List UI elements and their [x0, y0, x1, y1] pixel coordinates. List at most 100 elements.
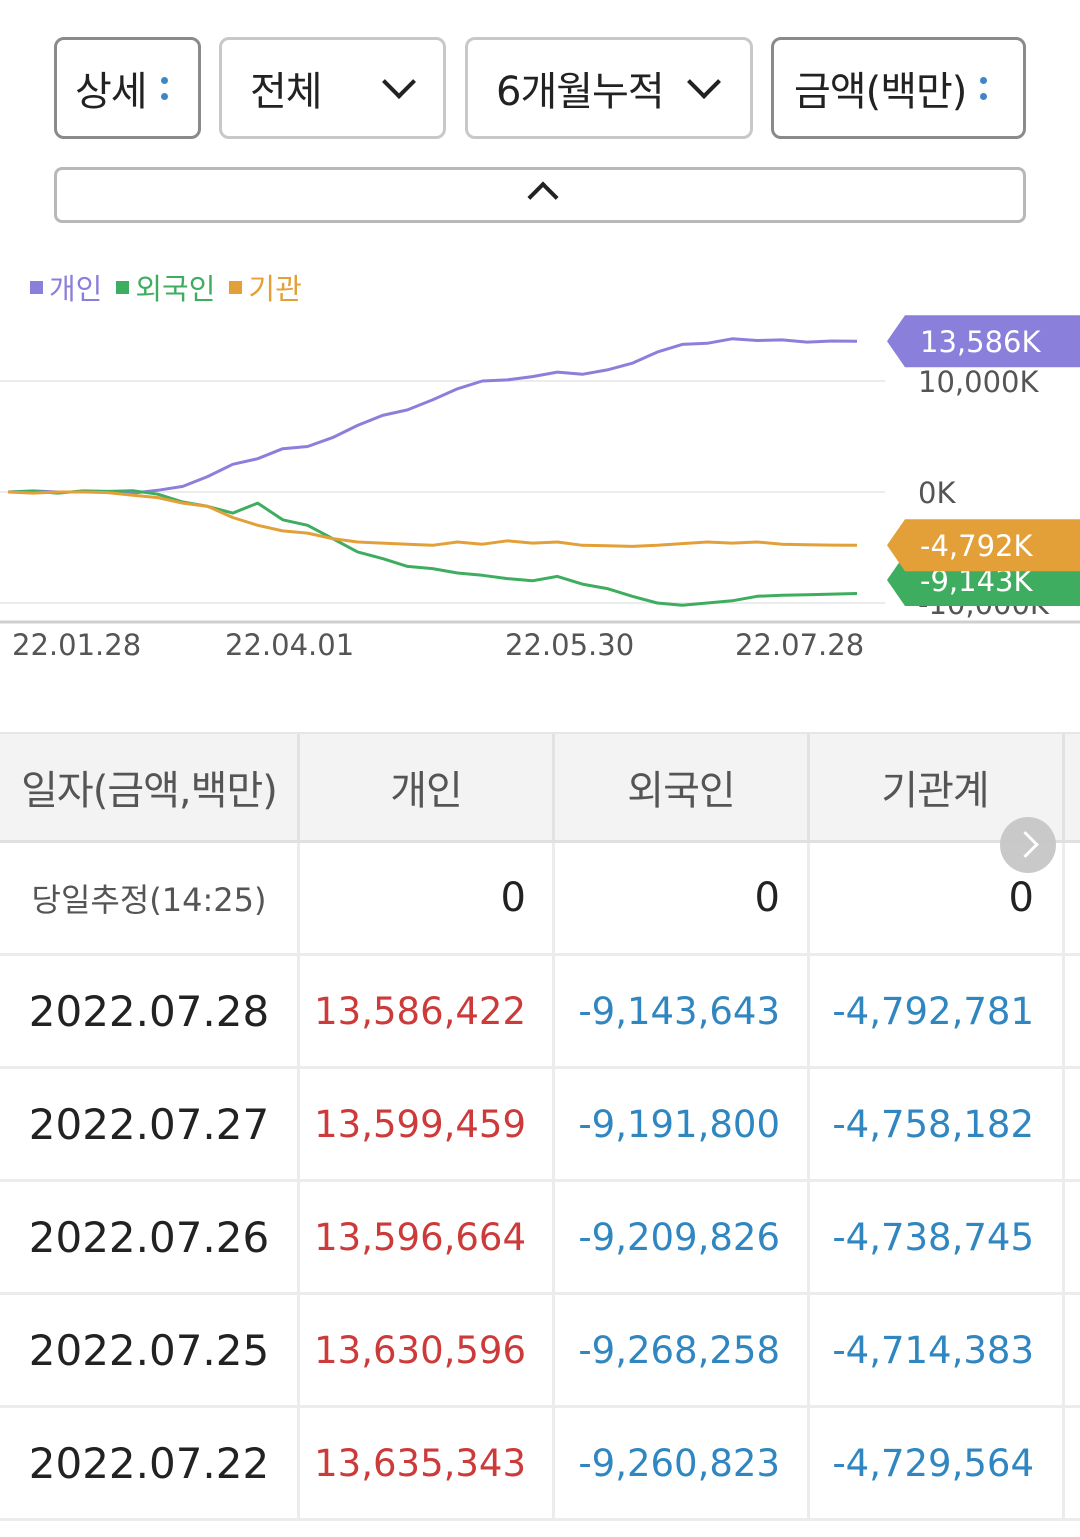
divider [552, 1182, 555, 1292]
end-value-tag: 13,586K [887, 315, 1080, 368]
header-institution: 기관계 [881, 768, 989, 814]
divider [297, 956, 300, 1066]
table-row[interactable]: 2022.07.27 13,599,459 -9,191,800 -4,758,… [0, 1069, 1080, 1182]
row-foreign: -9,268,258 [578, 1328, 780, 1372]
row-individual: 13,630,596 [314, 1328, 526, 1372]
divider [807, 843, 810, 953]
estimate-institution: 0 [1008, 875, 1034, 921]
row-institution: -4,714,383 [832, 1328, 1034, 1372]
row-date: 2022.07.28 [28, 986, 270, 1036]
detail-select-label: 상세 [75, 69, 148, 115]
estimate-individual: 0 [500, 875, 526, 921]
legend-swatch [229, 280, 243, 294]
legend-swatch [116, 280, 130, 294]
end-value-label: -4,792K [920, 529, 1033, 563]
row-institution: -4,729,564 [832, 1441, 1034, 1485]
legend-item-institution: 기관 [229, 266, 302, 308]
chart-series [7, 337, 858, 607]
divider [1062, 843, 1065, 953]
scroll-right-button[interactable] [1000, 817, 1056, 873]
table-header-row: 일자(금액,백만) 개인 외국인 기관계 [0, 732, 1080, 843]
y-tick-label: 0K [918, 476, 956, 510]
series-line [7, 337, 858, 495]
more-dots-icon [980, 76, 988, 100]
row-foreign: -9,191,800 [578, 1102, 780, 1146]
divider [807, 1408, 810, 1518]
row-date: 2022.07.25 [28, 1325, 270, 1375]
chevron-down-icon [382, 65, 416, 99]
row-individual: 13,596,664 [314, 1215, 526, 1259]
divider [1062, 1069, 1065, 1179]
row-institution: -4,738,745 [832, 1215, 1034, 1259]
chart-end-labels: 13,586K-9,143K-4,792K [887, 315, 1080, 606]
scope-select-label: 전체 [250, 69, 323, 115]
divider [1062, 956, 1065, 1066]
period-select-label: 6개월누적 [496, 69, 665, 115]
row-foreign: -9,143,643 [578, 989, 780, 1033]
collapse-toggle-button[interactable] [54, 167, 1026, 223]
legend-item-foreign: 외국인 [116, 266, 215, 308]
divider [807, 1069, 810, 1179]
divider [552, 843, 555, 953]
filter-bar: 상세 전체 6개월누적 금액(백만) [54, 37, 1026, 139]
header-date: 일자(금액,백만) [21, 768, 278, 814]
divider [807, 1295, 810, 1405]
row-date: 2022.07.27 [28, 1099, 270, 1149]
unit-select[interactable]: 금액(백만) [771, 37, 1026, 139]
table-row[interactable]: 2022.07.26 13,596,664 -9,209,826 -4,738,… [0, 1182, 1080, 1295]
row-foreign: -9,260,823 [578, 1441, 780, 1485]
header-individual: 개인 [390, 768, 463, 814]
divider [1062, 1408, 1065, 1518]
estimate-foreign: 0 [754, 875, 780, 921]
table-row[interactable]: 2022.07.25 13,630,596 -9,268,258 -4,714,… [0, 1295, 1080, 1408]
divider [297, 1295, 300, 1405]
legend-item-individual: 개인 [30, 266, 102, 308]
more-dots-icon [160, 76, 168, 100]
row-institution: -4,792,781 [832, 989, 1034, 1033]
divider [552, 1069, 555, 1179]
row-date: 2022.07.22 [28, 1438, 270, 1488]
divider [297, 843, 300, 953]
chart-legend: 개인 외국인 기관 [30, 266, 302, 308]
divider [552, 956, 555, 1066]
table-row-estimate: 당일추정(14:25) 0 0 0 [0, 843, 1080, 956]
scope-select[interactable]: 전체 [219, 37, 446, 139]
detail-select[interactable]: 상세 [54, 37, 201, 139]
divider [297, 1408, 300, 1518]
estimate-label: 당일추정(14:25) [31, 881, 267, 919]
period-select[interactable]: 6개월누적 [465, 37, 753, 139]
end-value-label: 13,586K [920, 325, 1041, 359]
divider [807, 956, 810, 1066]
row-individual: 13,635,343 [314, 1441, 526, 1485]
y-tick-label: 10,000K [918, 365, 1039, 399]
divider [1062, 1295, 1065, 1405]
legend-label: 개인 [49, 272, 103, 306]
divider [297, 1182, 300, 1292]
row-individual: 13,599,459 [314, 1102, 526, 1146]
chevron-up-icon [527, 181, 559, 213]
table-row[interactable]: 2022.07.22 13,635,343 -9,260,823 -4,729,… [0, 1408, 1080, 1521]
x-tick-label: 22.04.01 [225, 628, 355, 662]
x-tick-label: 22.01.28 [12, 628, 142, 662]
row-institution: -4,758,182 [832, 1102, 1034, 1146]
divider [807, 734, 810, 840]
table-row[interactable]: 2022.07.28 13,586,422 -9,143,643 -4,792,… [0, 956, 1080, 1069]
x-tick-label: 22.05.30 [505, 628, 635, 662]
legend-label: 기관 [248, 272, 302, 306]
chevron-down-icon [687, 65, 721, 99]
divider [297, 1069, 300, 1179]
investor-table: 일자(금액,백만) 개인 외국인 기관계 당일추정(14:25) 0 0 0 2… [0, 732, 1080, 1521]
divider [297, 734, 300, 840]
divider [1062, 734, 1065, 840]
divider [552, 734, 555, 840]
legend-swatch [30, 280, 43, 294]
divider [807, 1182, 810, 1292]
unit-select-label: 금액(백만) [794, 69, 967, 115]
row-foreign: -9,209,826 [578, 1215, 780, 1259]
series-line [7, 489, 858, 607]
row-individual: 13,586,422 [314, 989, 526, 1033]
divider [1062, 1182, 1065, 1292]
row-date: 2022.07.26 [28, 1212, 270, 1262]
series-line [7, 490, 858, 548]
